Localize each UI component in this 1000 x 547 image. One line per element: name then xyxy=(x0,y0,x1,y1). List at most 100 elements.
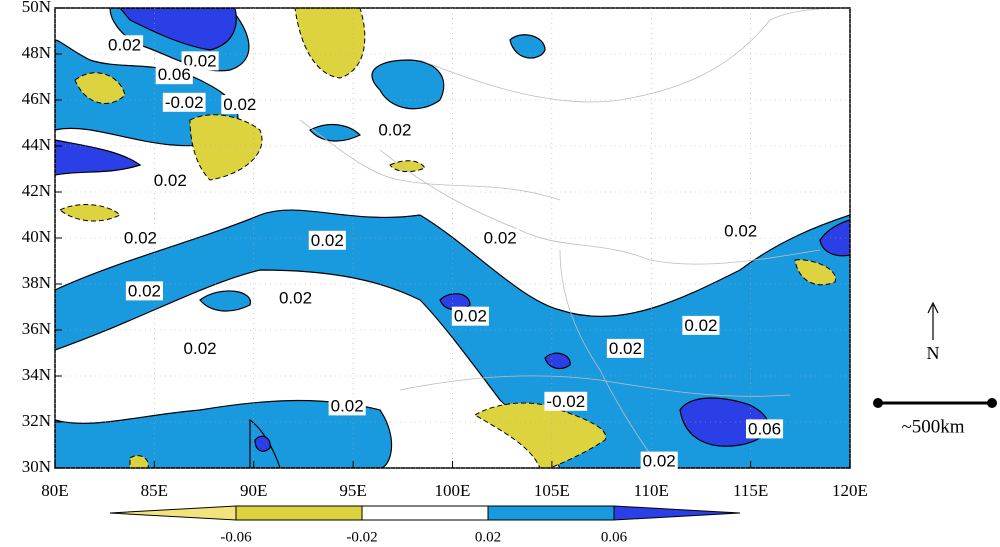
scale-label: ~500km xyxy=(901,416,964,437)
contour-label-box xyxy=(125,281,163,301)
contour-label-box xyxy=(221,95,259,115)
contour-label-text: -0.02 xyxy=(546,392,585,411)
x-tick-label: 90E xyxy=(240,481,267,500)
colorbar-tick-label: 0.06 xyxy=(601,529,628,545)
contour-label-text: 0.02 xyxy=(331,396,364,415)
contour-label: 0.02 xyxy=(221,95,259,115)
contour-label: 0.06 xyxy=(155,65,193,85)
colorbar-segment xyxy=(487,505,615,521)
contour-label-text: 0.06 xyxy=(158,65,191,84)
y-tick-label: 44N xyxy=(22,135,51,154)
colorbar-segment xyxy=(613,505,741,521)
contour-label-box xyxy=(481,228,519,248)
contour-label-text: 0.02 xyxy=(279,288,312,307)
contour-label-text: 0.02 xyxy=(311,231,344,250)
contour-label: 0.02 xyxy=(376,120,414,140)
contour-label-text: 0.02 xyxy=(684,316,717,335)
contour-label-text: 0.02 xyxy=(724,222,757,241)
contour-label-text: 0.02 xyxy=(609,339,642,358)
contour-label-box xyxy=(640,451,678,471)
contour-label: 0.02 xyxy=(276,288,315,308)
contour-label: 0.02 xyxy=(106,35,144,55)
y-tick-label: 34N xyxy=(22,365,51,384)
contour-label: -0.02 xyxy=(544,391,588,411)
contour-label: 0.02 xyxy=(722,221,760,241)
x-tick-label: 105E xyxy=(534,481,570,500)
contour-label-box xyxy=(606,338,644,358)
x-tick-label: 85E xyxy=(141,481,168,500)
contour-label: 0.02 xyxy=(181,338,219,358)
colorbar-tick-label: 0.02 xyxy=(475,529,501,545)
north-arrow: N xyxy=(927,301,940,363)
y-tick-label: 30N xyxy=(22,457,51,476)
contour-label-box xyxy=(722,221,760,241)
contour-label-text: 0.02 xyxy=(184,339,217,358)
y-tick-label: 48N xyxy=(22,43,51,62)
contour-label-box xyxy=(682,315,720,335)
contour-label: 0.02 xyxy=(328,396,366,416)
contour-label-text: 0.02 xyxy=(378,120,411,139)
x-tick-label: 80E xyxy=(41,481,68,500)
colorbar-segment xyxy=(235,505,363,521)
contour-label-box xyxy=(451,306,489,326)
colorbar-segment xyxy=(361,505,489,521)
y-tick-label: 36N xyxy=(22,319,51,338)
contour-label-box xyxy=(106,35,144,55)
x-tick-label: 95E xyxy=(339,481,366,500)
contour-label-text: 0.06 xyxy=(748,419,781,438)
y-tick-label: 50N xyxy=(22,0,51,16)
contour-label: 0.02 xyxy=(606,338,644,358)
contour-label: 0.02 xyxy=(451,306,489,326)
colorbar-segment xyxy=(109,505,237,521)
contour-label: 0.02 xyxy=(308,230,346,250)
contour-label-text: 0.02 xyxy=(128,281,161,300)
y-tick-label: 46N xyxy=(22,89,51,108)
contour-label-box xyxy=(155,65,193,85)
scale-end xyxy=(873,398,883,408)
scale-bar: ~500km xyxy=(873,398,997,437)
contour-label-text: 0.02 xyxy=(643,452,676,471)
arrow-head xyxy=(927,301,939,314)
contour-label-text: -0.02 xyxy=(165,93,204,112)
contour-label-box xyxy=(181,338,219,358)
contour-label-text: 0.02 xyxy=(223,95,256,114)
scale-end xyxy=(987,398,997,408)
contour-label-box xyxy=(308,230,346,250)
x-tick-label: 115E xyxy=(733,481,768,500)
contour-label-text: 0.02 xyxy=(484,228,517,247)
contour-label: 0.02 xyxy=(151,170,189,190)
boundaries xyxy=(299,8,850,468)
contour-label: -0.02 xyxy=(162,92,206,112)
contour-label-box xyxy=(376,120,414,140)
y-tick-label: 32N xyxy=(22,411,51,430)
negative-region xyxy=(59,8,836,468)
contour-label-box xyxy=(544,391,588,411)
colorbar-tick-label: -0.06 xyxy=(220,529,252,545)
contour-label-box xyxy=(151,170,189,190)
contour-label-box xyxy=(276,288,315,308)
contour-label: 0.02 xyxy=(121,228,160,248)
contour-label: 0.02 xyxy=(640,451,678,471)
contour-label: 0.06 xyxy=(745,419,784,439)
y-tick-label: 38N xyxy=(22,273,51,292)
contour-label: 0.02 xyxy=(481,228,519,248)
contour-label-box xyxy=(328,396,366,416)
north-label: N xyxy=(927,343,940,363)
y-tick-label: 40N xyxy=(22,227,51,246)
contour-label-box xyxy=(162,92,206,112)
contour-label-box xyxy=(121,228,160,248)
contour-label: 0.02 xyxy=(125,281,163,301)
contour-label: 0.02 xyxy=(682,315,720,335)
colorbar-tick-label: -0.02 xyxy=(346,529,377,545)
x-tick-label: 120E xyxy=(832,481,868,500)
contour-label-box xyxy=(745,419,784,439)
x-tick-label: 110E xyxy=(634,481,669,500)
contour-label-text: 0.02 xyxy=(154,171,187,190)
contour-label-text: 0.02 xyxy=(124,228,157,247)
y-tick-label: 42N xyxy=(22,181,51,200)
x-tick-label: 100E xyxy=(435,481,471,500)
contour-label-text: 0.02 xyxy=(108,35,141,54)
contour-label-text: 0.02 xyxy=(454,307,487,326)
